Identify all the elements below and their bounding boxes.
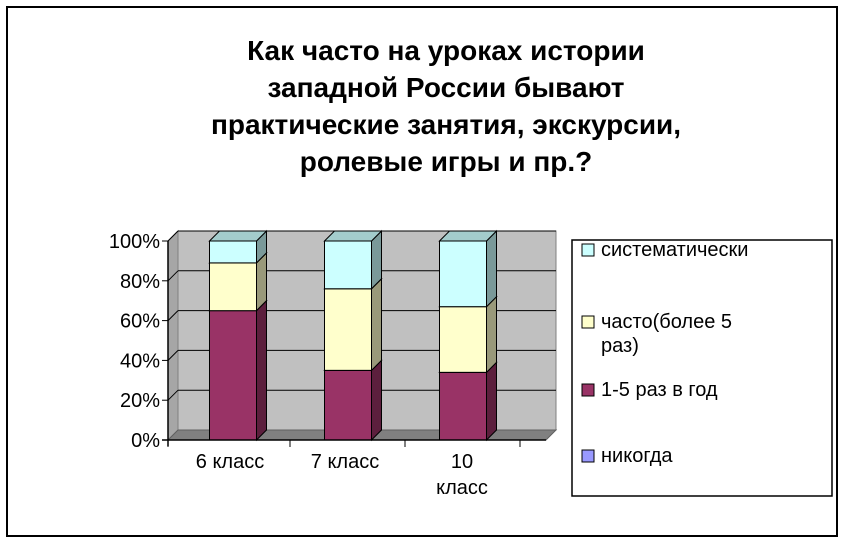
y-tick-label: 0% [131,430,160,452]
bar-side [371,359,382,442]
bar-segment [208,299,268,442]
y-tick-label: 60% [120,311,160,333]
bar-segment [438,295,498,374]
bar-front [439,306,487,373]
legend-item: систематически [581,239,748,261]
legend-swatch [581,383,595,397]
bar-front [209,262,257,312]
bar-front [324,369,372,441]
legend-label: никогда [601,445,673,467]
gridline-side [167,230,179,242]
axes: 0% 20% 40% 60% 80% 100% 6 класс 7 класс 10 класс [109,231,546,499]
bar-side [256,299,267,442]
chart-title-line: практические занятия, экскурсии, [211,109,681,140]
legend-label: 1-5 раз в год [601,379,718,401]
bar-front [324,240,372,290]
y-tick-label: 80% [120,271,160,293]
bar-segment [208,229,268,265]
bar-segment [323,229,383,290]
bar-front [324,288,372,371]
gridline-side [167,389,179,401]
legend-label: часто(более 5 [601,311,732,333]
bars [208,229,498,442]
chart-svg: Как часто на уроках истории западной Росс… [109,35,833,499]
y-tick-label: 20% [120,390,160,412]
bar-front [209,310,257,441]
legend-swatch [581,449,595,463]
chart-title-line: западной России бывают [268,72,625,103]
bar-front [439,240,487,308]
gridline-side [167,310,179,321]
bar-side [486,229,497,308]
chart-title: Как часто на уроках истории западной Росс… [211,35,681,177]
gridline-side [167,270,179,282]
legend-label: раз) [601,335,639,357]
side-wall [167,229,179,442]
bar-top [438,230,498,242]
bar-front [439,371,487,441]
bar-segment [438,229,498,308]
legend-label: систематически [601,239,748,261]
bar-side [486,361,497,442]
bar-side [486,295,497,374]
legend-item: никогда [581,445,673,467]
bar-front [209,240,257,264]
bar-top [323,230,383,242]
chart-title-line: ролевые игры и пр.? [300,146,593,177]
legend-swatch [581,243,595,257]
chart-frame: Как часто на уроках истории западной Росс… [6,6,838,537]
y-tick-label: 100% [109,231,160,253]
x-tick-label: 6 класс [196,451,264,473]
bar-segment [323,277,383,372]
bar-segment [438,361,498,442]
legend-item: 1-5 раз в год [581,379,718,401]
x-tick-label: 7 класс [311,451,379,473]
gridline-side [167,350,179,361]
x-tick-label: класс [436,477,488,499]
bar-segment [323,359,383,442]
chart-title-line: Как часто на уроках истории [247,35,645,66]
bar-top [208,230,268,242]
bar-side [371,277,382,372]
y-tick-label: 40% [120,350,160,372]
legend-box [571,239,833,497]
x-tick-label: 10 [451,451,473,473]
legend-swatch [581,315,595,329]
